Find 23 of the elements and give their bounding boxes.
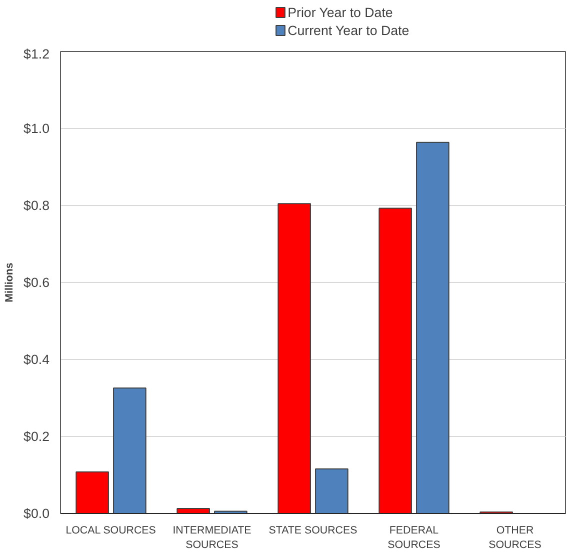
bar — [315, 468, 348, 514]
legend-label: Current Year to Date — [288, 23, 410, 38]
y-tick-label: $0.8 — [24, 198, 50, 213]
bar — [278, 203, 311, 514]
y-tick-label: $0.0 — [24, 506, 50, 521]
x-tick-label: FEDERAL SOURCES — [388, 524, 440, 551]
legend-label: Prior Year to Date — [288, 5, 393, 20]
x-tick-label: OTHER SOURCES — [488, 524, 542, 551]
x-tick-label: LOCAL SOURCES — [66, 524, 156, 536]
y-tick-label: $0.4 — [24, 352, 50, 367]
bar — [76, 471, 109, 514]
y-tick-label: $0.6 — [24, 275, 50, 290]
y-tick-label: $1.0 — [24, 121, 50, 136]
bar — [416, 142, 450, 514]
y-axis-title: Millions — [4, 262, 16, 302]
y-tick-label: $1.2 — [24, 46, 50, 62]
y-tick-label: $0.2 — [24, 429, 50, 444]
bar — [214, 510, 248, 514]
bar — [378, 208, 412, 514]
bar — [113, 387, 146, 514]
bar — [176, 508, 210, 514]
x-tick-label: STATE SOURCES — [268, 524, 358, 536]
x-tick-label: INTERMEDIATE SOURCES — [172, 524, 252, 551]
